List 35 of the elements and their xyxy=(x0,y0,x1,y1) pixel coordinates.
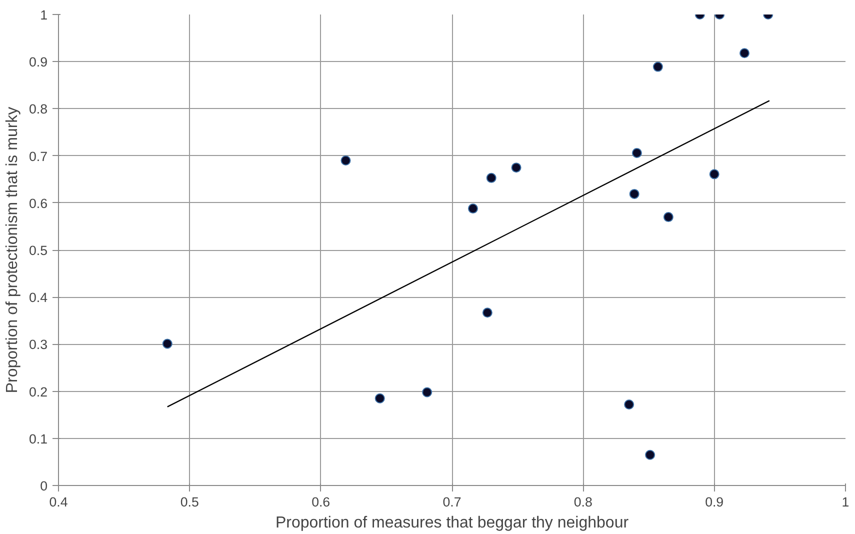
point xyxy=(624,399,634,410)
point xyxy=(482,308,492,318)
y-tick-label: 0.5 xyxy=(28,243,48,258)
y-tick-label: 0.9 xyxy=(28,54,48,70)
x-tick-label: 0.6 xyxy=(312,494,330,510)
point xyxy=(663,212,674,222)
x-tick-label: 1 xyxy=(842,494,850,510)
x-tick-label: 0.7 xyxy=(442,494,462,510)
point xyxy=(740,48,750,58)
point xyxy=(162,338,172,349)
point xyxy=(486,172,496,183)
point xyxy=(709,169,720,180)
y-tick-label: 0.8 xyxy=(28,102,48,117)
point xyxy=(652,62,663,72)
point xyxy=(468,204,478,214)
y-tick-label: 0.4 xyxy=(28,290,48,306)
x-tick-label: 0.8 xyxy=(574,494,592,510)
point xyxy=(422,387,432,398)
y-tick-label: 0.2 xyxy=(28,384,48,400)
point xyxy=(632,148,642,158)
point xyxy=(340,156,351,166)
y-tick-label: 0.1 xyxy=(28,431,48,446)
x-tick-label: 0.9 xyxy=(705,494,724,510)
y-tick-label: 0 xyxy=(40,478,48,494)
x-axis-title: Proportion of measures that beggar thy neighbour xyxy=(275,514,630,532)
y-tick-label: 1 xyxy=(40,8,48,22)
point xyxy=(645,450,656,460)
point xyxy=(511,162,522,173)
y-axis-title: Proportion of protectionism that is murky xyxy=(4,106,21,394)
x-tick-label: 0.5 xyxy=(180,494,199,510)
y-tick-label: 0.7 xyxy=(28,148,48,164)
point xyxy=(374,393,385,404)
y-tick-label: 0.3 xyxy=(28,337,48,352)
y-tick-label: 0.6 xyxy=(28,196,48,211)
point xyxy=(629,188,640,199)
